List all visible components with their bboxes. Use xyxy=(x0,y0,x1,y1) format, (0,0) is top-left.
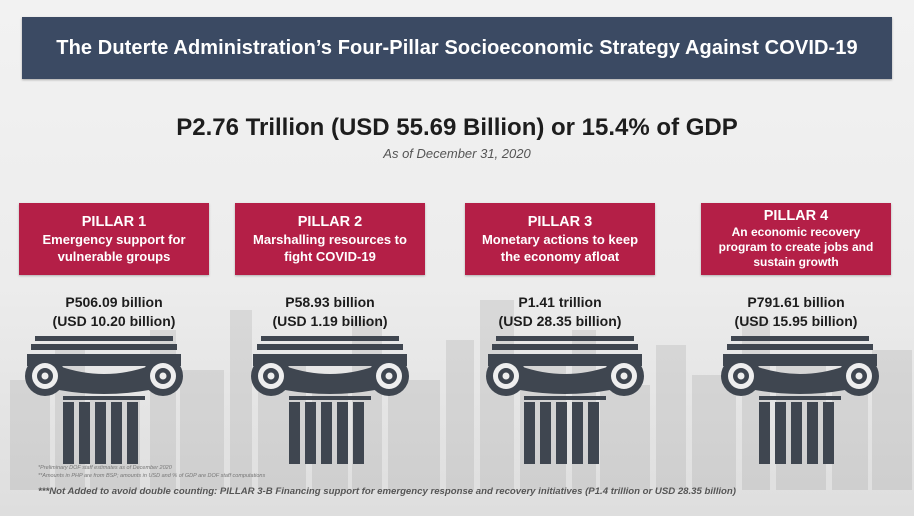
pillar-3-header: PILLAR 3 Monetary actions to keep the ec… xyxy=(465,203,655,275)
ionic-column-icon xyxy=(486,336,644,464)
ionic-column-icon xyxy=(721,336,879,464)
pillar-1-amount-usd: (USD 10.20 billion) xyxy=(52,313,176,329)
pillar-4-amount: P791.61 billion (USD 15.95 billion) xyxy=(701,293,891,331)
pillar-1-amount-php: P506.09 billion xyxy=(65,294,163,310)
footnote-1: *Preliminary DOF staff estimates as of D… xyxy=(38,465,172,471)
pillar-1-name: PILLAR 1 xyxy=(81,213,147,230)
pillar-4-description: An economic recovery program to create j… xyxy=(718,225,874,269)
pillar-2-amount-usd: (USD 1.19 billion) xyxy=(272,313,388,329)
pillar-4-header: PILLAR 4 An economic recovery program to… xyxy=(701,203,891,275)
pillar-2-amount: P58.93 billion (USD 1.19 billion) xyxy=(235,293,425,331)
pillar-3: PILLAR 3 Monetary actions to keep the ec… xyxy=(465,203,655,331)
pillar-3-description: Monetary actions to keep the economy afl… xyxy=(481,231,639,264)
footnote-2: **Amounts in PHP are from BSP; amounts i… xyxy=(38,473,266,479)
pillar-1: PILLAR 1 Emergency support for vulnerabl… xyxy=(19,203,209,331)
pillar-2-header: PILLAR 2 Marshalling resources to fight … xyxy=(235,203,425,275)
pillar-3-amount-usd: (USD 28.35 billion) xyxy=(498,313,622,329)
pillar-3-amount: P1.41 trillion (USD 28.35 billion) xyxy=(465,293,655,331)
pillar-2: PILLAR 2 Marshalling resources to fight … xyxy=(235,203,425,331)
pillar-3-amount-php: P1.41 trillion xyxy=(518,294,602,310)
pillar-1-description: Emergency support for vulnerable groups xyxy=(42,231,186,264)
pillar-3-name: PILLAR 3 xyxy=(527,213,593,230)
as-of-date: As of December 31, 2020 xyxy=(383,146,531,161)
footnotes: *Preliminary DOF staff estimates as of D… xyxy=(38,464,898,497)
title-banner: The Duterte Administration’s Four-Pillar… xyxy=(22,17,892,79)
total-amount-headline: P2.76 Trillion (USD 55.69 Billion) or 15… xyxy=(176,114,738,141)
pillar-1-amount: P506.09 billion (USD 10.20 billion) xyxy=(19,293,209,331)
pillar-4-amount-php: P791.61 billion xyxy=(747,294,845,310)
pillar-2-amount-php: P58.93 billion xyxy=(285,294,375,310)
footnote-3: ***Not Added to avoid double counting: P… xyxy=(38,486,736,497)
ionic-column-icon xyxy=(251,336,409,464)
ionic-column-icon xyxy=(25,336,183,464)
pillar-4-amount-usd: (USD 15.95 billion) xyxy=(734,313,858,329)
pillar-4: PILLAR 4 An economic recovery program to… xyxy=(701,203,891,331)
pillar-1-header: PILLAR 1 Emergency support for vulnerabl… xyxy=(19,203,209,275)
pillar-4-name: PILLAR 4 xyxy=(763,208,829,224)
slide-title: The Duterte Administration’s Four-Pillar… xyxy=(56,36,858,59)
pillar-2-description: Marshalling resources to fight COVID-19 xyxy=(253,231,407,264)
pillar-2-name: PILLAR 2 xyxy=(297,213,363,230)
